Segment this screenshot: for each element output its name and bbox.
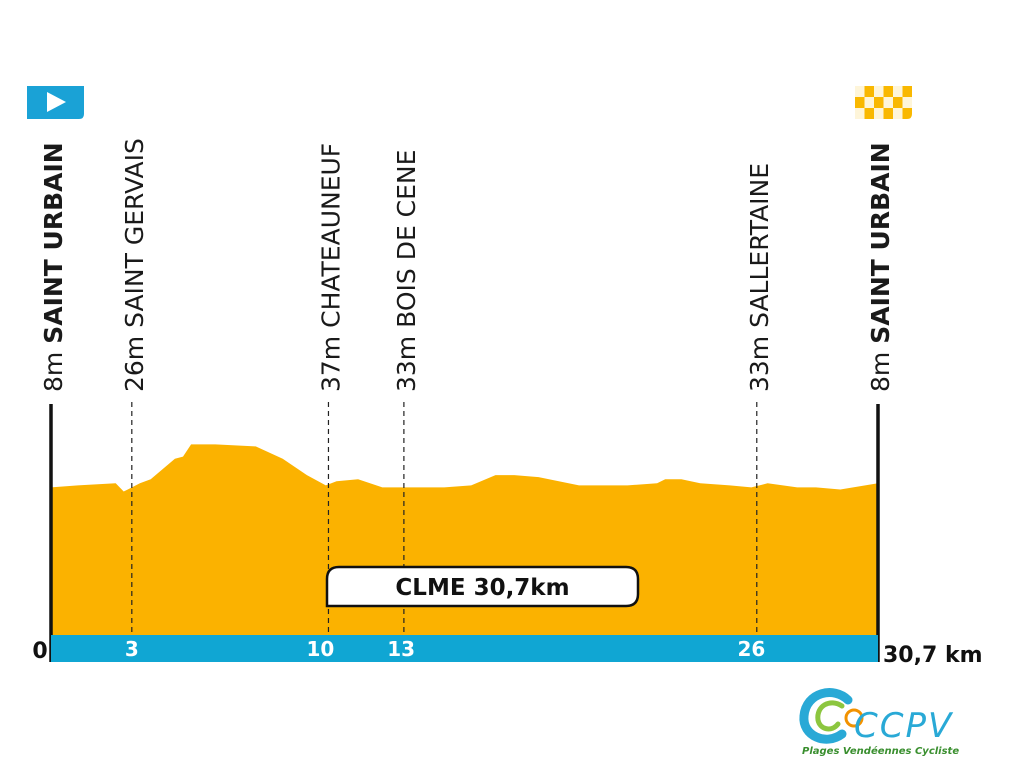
km-tick-label: 13 <box>387 637 415 661</box>
km-tick-label: 26 <box>737 637 765 661</box>
ccpv-logo: CCPV Plages Vendéennes Cycliste <box>796 684 986 776</box>
checker-square <box>893 86 903 97</box>
place-elevation: 33m <box>745 328 774 392</box>
km-tick-label: 10 <box>306 637 334 661</box>
logo-tagline: Plages Vendéennes Cycliste <box>802 746 960 757</box>
km-tick-label: 3 <box>125 637 139 661</box>
place-name: SAINT URBAIN <box>866 142 895 344</box>
distance-start-label: 0 <box>32 639 47 664</box>
place-name: SAINT GERVAIS <box>120 138 149 328</box>
place-name: CHATEAUNEUF <box>316 143 345 328</box>
place-label: 26m SAINT GERVAIS <box>120 138 149 392</box>
checker-square <box>855 108 865 119</box>
start-flag-icon <box>27 86 84 119</box>
place-label: 8m SAINT URBAIN <box>866 142 895 392</box>
play-icon <box>47 92 66 112</box>
place-label: 33m SALLERTAINE <box>745 163 774 392</box>
place-label: 33m BOIS DE CENE <box>392 150 421 392</box>
checker-square <box>864 97 874 108</box>
place-name: SAINT URBAIN <box>39 142 68 344</box>
distance-end-label: 30,7 km <box>883 643 983 668</box>
place-elevation: 33m <box>392 328 421 392</box>
elevation-area <box>51 444 878 635</box>
checker-square <box>874 86 884 97</box>
place-name: BOIS DE CENE <box>392 150 421 328</box>
total-distance-label: CLME 30,7km <box>395 575 569 601</box>
checker-square <box>874 108 884 119</box>
checker-square <box>893 108 903 119</box>
place-name: SALLERTAINE <box>745 163 774 328</box>
place-elevation: 8m <box>866 344 895 392</box>
distance-bar <box>51 635 878 662</box>
place-label: 37m CHATEAUNEUF <box>316 143 345 392</box>
place-label: 8m SAINT URBAIN <box>39 142 68 392</box>
place-elevation: 26m <box>120 328 149 392</box>
checker-square <box>883 97 893 108</box>
place-elevation: 8m <box>39 344 68 392</box>
total-distance-box <box>325 565 640 608</box>
finish-flag-icon <box>855 86 912 119</box>
cyclist-swirl-icon <box>799 688 864 744</box>
logo-brand-text: CCPV <box>854 706 954 746</box>
place-elevation: 37m <box>316 328 345 392</box>
checker-square <box>855 86 865 97</box>
checker-square <box>902 97 912 108</box>
